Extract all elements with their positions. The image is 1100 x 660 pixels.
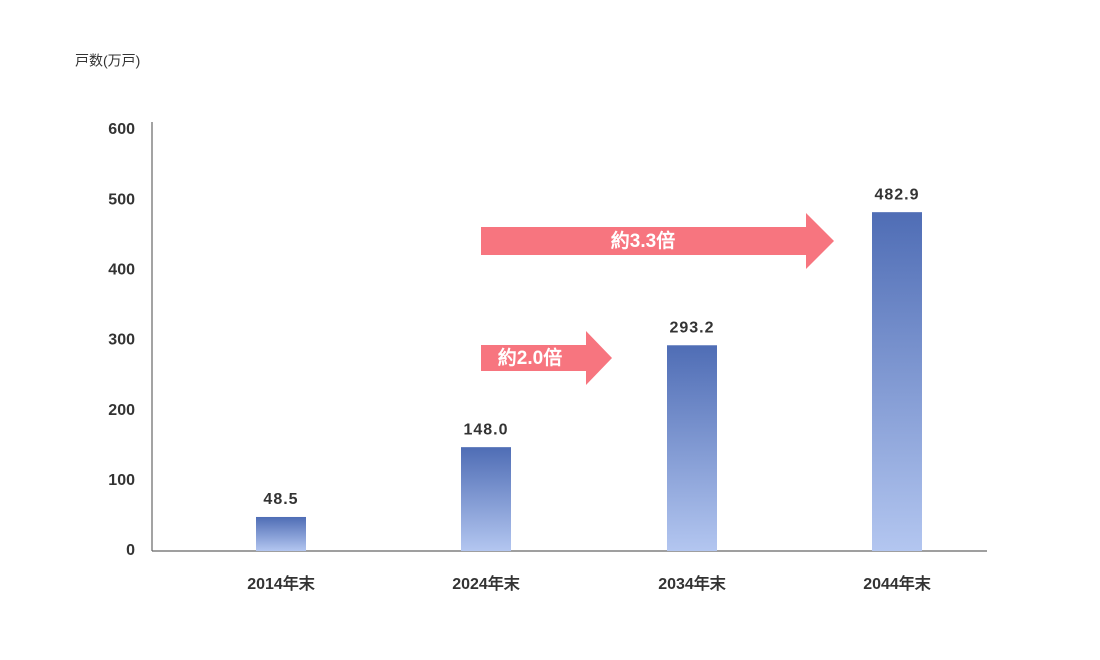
y-tick-label: 600 bbox=[108, 121, 135, 138]
bar bbox=[256, 516, 306, 551]
y-tick-label: 200 bbox=[108, 402, 135, 419]
bar bbox=[461, 447, 511, 551]
x-tick-label: 2044年末 bbox=[863, 574, 932, 593]
arrow bbox=[481, 213, 834, 269]
x-tick-label: 2034年末 bbox=[658, 574, 727, 593]
y-tick-label: 100 bbox=[108, 472, 135, 489]
y-tick-label: 400 bbox=[108, 262, 135, 279]
y-tick-label: 300 bbox=[108, 332, 135, 349]
value-label: 148.0 bbox=[463, 421, 508, 438]
value-label: 48.5 bbox=[263, 491, 298, 508]
annotation: 約3.3倍 bbox=[611, 229, 675, 252]
y-tick-label: 500 bbox=[108, 191, 135, 208]
value-label: 293.2 bbox=[669, 319, 714, 336]
bar bbox=[872, 212, 922, 551]
bar bbox=[667, 345, 717, 551]
y-axis-label: 戸数(万戸) bbox=[75, 53, 140, 69]
annotation: 約2.0倍 bbox=[498, 346, 562, 369]
x-tick-label: 2014年末 bbox=[247, 574, 316, 593]
value-label: 482.9 bbox=[874, 186, 919, 203]
y-tick-label: 0 bbox=[126, 542, 135, 559]
x-tick-label: 2024年末 bbox=[452, 574, 521, 593]
arrow bbox=[481, 331, 612, 385]
